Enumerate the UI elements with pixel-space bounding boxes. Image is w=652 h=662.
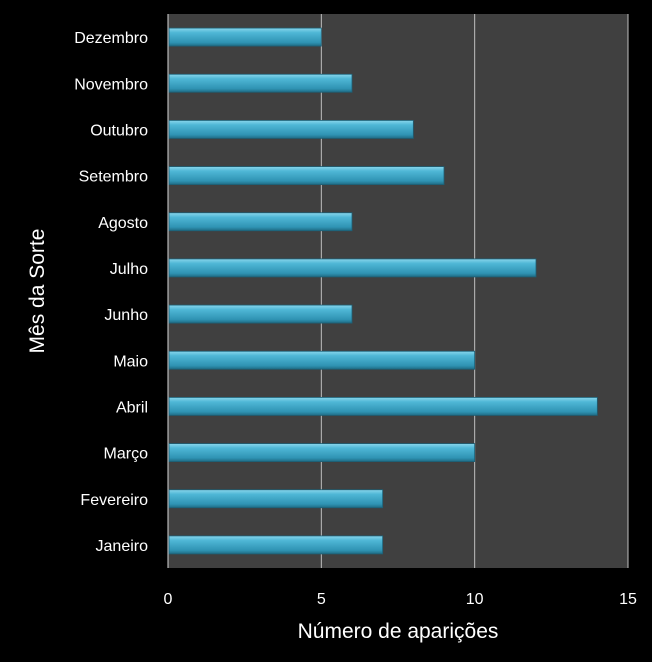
bar-fevereiro — [168, 489, 384, 509]
bar-agosto — [168, 212, 353, 232]
y-tick-label: Setembro — [79, 169, 148, 186]
bar-setembro — [168, 166, 445, 185]
x-axis-title: Número de aparições — [298, 620, 499, 643]
bar-outubro — [168, 120, 414, 139]
y-tick-label: Janeiro — [96, 538, 149, 555]
y-tick-label: Novembro — [74, 76, 148, 93]
plot-area — [168, 14, 628, 568]
y-tick-label: Abril — [116, 399, 148, 416]
y-tick-label: Dezembro — [74, 30, 148, 47]
bar-novembro — [168, 73, 353, 93]
x-tick-label: 10 — [466, 591, 484, 608]
x-tick-label: 15 — [619, 591, 637, 608]
x-tick-label: 0 — [164, 591, 173, 608]
bar-janeiro — [168, 535, 384, 555]
y-tick-label: Maio — [113, 353, 148, 370]
y-tick-label: Março — [104, 446, 149, 463]
bar-junho — [168, 304, 353, 324]
y-tick-label: Outubro — [90, 122, 148, 139]
bar-dezembro — [168, 27, 322, 47]
y-tick-label: Junho — [104, 307, 148, 324]
y-axis-title: Mês da Sorte — [26, 229, 49, 354]
bar-maio — [168, 350, 476, 370]
bar-julho — [168, 258, 537, 278]
bar-abril — [168, 397, 598, 416]
bar-março — [168, 443, 476, 462]
y-tick-label: Julho — [110, 261, 148, 278]
y-tick-label: Agosto — [98, 215, 148, 232]
x-tick-label: 5 — [317, 591, 326, 608]
y-tick-label: Fevereiro — [80, 492, 148, 509]
